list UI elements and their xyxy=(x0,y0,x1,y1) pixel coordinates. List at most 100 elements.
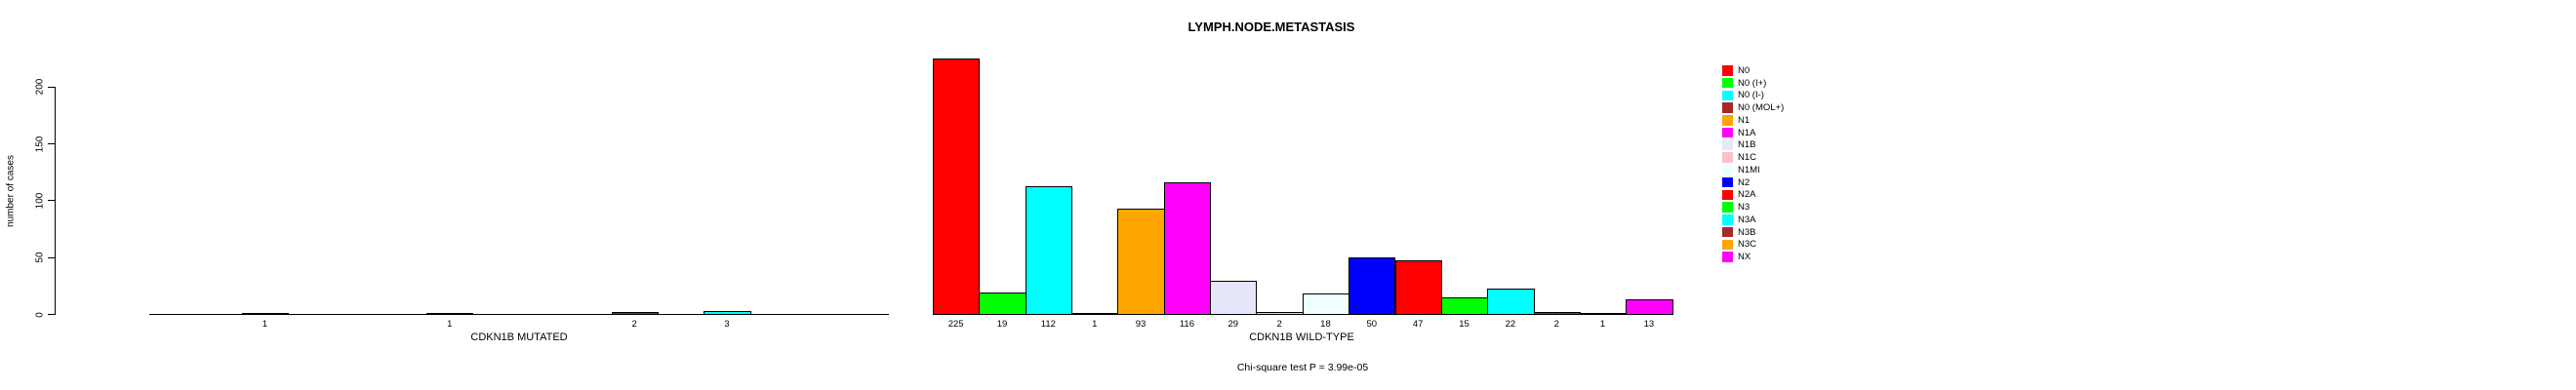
legend: N0 N0 (I+) N0 (I-) N0 (MOL+) N1 N1A N1B N1C N1MI… xyxy=(1722,64,1784,263)
y-tick-label: 200 xyxy=(34,78,46,96)
legend-item: N1A xyxy=(1722,127,1784,139)
bar-value-label: 22 xyxy=(1505,319,1516,330)
bar-value-label: 19 xyxy=(996,319,1008,330)
bar-n1a xyxy=(1163,182,1212,315)
legend-item: N3 xyxy=(1722,201,1784,214)
bar-value-label: 1 xyxy=(262,319,268,330)
bar-n1b xyxy=(1210,281,1258,315)
legend-label: N1 xyxy=(1738,114,1751,126)
bar-value-label: 112 xyxy=(1040,319,1056,330)
bar-n0 xyxy=(933,58,981,315)
bar-value-label: 15 xyxy=(1459,319,1469,330)
y-tick-label: 100 xyxy=(34,192,46,210)
legend-item: N3A xyxy=(1722,214,1784,226)
legend-swatch xyxy=(1722,152,1733,163)
legend-label: N3C xyxy=(1738,239,1757,251)
bar-value-label: 3 xyxy=(724,319,730,330)
legend-swatch xyxy=(1722,115,1733,126)
legend-item: NX xyxy=(1722,251,1784,263)
legend-label: N2A xyxy=(1738,189,1756,201)
legend-swatch xyxy=(1722,127,1733,138)
legend-swatch xyxy=(1722,77,1733,89)
y-tick xyxy=(48,86,55,88)
legend-label: NX xyxy=(1738,252,1751,263)
legend-label: N0 (MOL+) xyxy=(1738,102,1785,114)
legend-swatch xyxy=(1722,65,1733,76)
bar-n2 xyxy=(1348,257,1396,315)
bar-value-label: 13 xyxy=(1643,319,1655,330)
legend-item: N0 (I+) xyxy=(1722,77,1784,90)
y-tick xyxy=(48,256,55,258)
bar-n1c xyxy=(1256,312,1304,315)
bar-value-label: 2 xyxy=(1276,319,1282,330)
legend-item: N2A xyxy=(1722,189,1784,202)
bar-value-label: 18 xyxy=(1320,319,1331,330)
x-axis-baseline xyxy=(149,314,889,315)
legend-label: N3A xyxy=(1738,214,1756,225)
bar-n0i xyxy=(979,292,1026,315)
legend-swatch xyxy=(1722,226,1733,238)
legend-label: N1C xyxy=(1738,152,1757,164)
legend-swatch xyxy=(1722,252,1733,262)
legend-label: N1A xyxy=(1738,127,1756,138)
y-tick xyxy=(48,143,55,145)
chi-square-annotation: Chi-square test P = 3.99e-05 xyxy=(1236,362,1369,373)
legend-swatch xyxy=(1722,165,1733,176)
legend-label: N0 (I+) xyxy=(1738,77,1767,89)
bar-n3 xyxy=(1440,297,1489,315)
legend-label: N1MI xyxy=(1738,164,1760,176)
legend-swatch xyxy=(1722,214,1733,225)
chart-title: LYMPH.NODE.METASTASIS xyxy=(1187,20,1355,34)
bar-n3a xyxy=(704,311,751,315)
bar-n3c xyxy=(1579,313,1628,315)
bar-n0mol xyxy=(1071,313,1119,315)
bar-value-label: 29 xyxy=(1228,319,1239,330)
legend-item: N2 xyxy=(1722,176,1784,189)
legend-label: N3B xyxy=(1738,226,1756,238)
legend-label: N2 xyxy=(1738,176,1751,188)
bar-n1 xyxy=(1117,209,1165,315)
legend-item: N3B xyxy=(1722,226,1784,239)
bar-value-label: 1 xyxy=(1599,319,1606,330)
legend-label: N0 (I-) xyxy=(1738,90,1764,101)
legend-item: N0 (I-) xyxy=(1722,90,1784,102)
group-label-cdkn1b-wild-type: CDKN1B WILD-TYPE xyxy=(1249,332,1354,343)
legend-item: N1MI xyxy=(1722,164,1784,176)
y-tick-label: 50 xyxy=(34,252,46,263)
bar-n1mi xyxy=(1302,293,1350,315)
y-tick-label: 150 xyxy=(34,136,46,152)
bar-n2a xyxy=(611,312,659,315)
y-axis-line xyxy=(55,87,56,315)
bar-value-label: 116 xyxy=(1179,319,1194,330)
bar-value-label: 2 xyxy=(1553,319,1559,330)
legend-label: N1B xyxy=(1738,139,1756,151)
bar-value-label: 47 xyxy=(1412,319,1424,330)
bar-n1b xyxy=(426,313,474,315)
legend-swatch xyxy=(1722,202,1733,213)
bar-value-label: 1 xyxy=(447,319,453,330)
legend-label: N0 xyxy=(1738,64,1751,76)
bar-value-label: 93 xyxy=(1135,319,1147,330)
bar-value-label: 50 xyxy=(1366,319,1378,330)
legend-item: N1C xyxy=(1722,151,1784,164)
y-tick xyxy=(48,314,55,315)
y-tick-label: 0 xyxy=(34,311,46,318)
y-axis-label: number of cases xyxy=(5,155,17,227)
bar-n3a xyxy=(1487,289,1535,315)
legend-swatch xyxy=(1722,102,1733,113)
legend-item: N0 xyxy=(1722,64,1784,77)
bar-n0i xyxy=(241,313,290,315)
legend-swatch xyxy=(1722,176,1733,188)
bar-nx xyxy=(1626,299,1673,315)
bar-value-label: 1 xyxy=(1092,319,1098,330)
legend-swatch xyxy=(1722,189,1733,201)
bar-n3b xyxy=(1533,312,1581,315)
legend-item: N0 (MOL+) xyxy=(1722,101,1784,114)
bar-n0i xyxy=(1025,186,1073,315)
y-tick xyxy=(48,200,55,202)
legend-swatch xyxy=(1722,90,1733,101)
legend-swatch xyxy=(1722,139,1733,151)
bar-value-label: 2 xyxy=(631,319,637,330)
legend-swatch xyxy=(1722,239,1733,251)
legend-item: N1 xyxy=(1722,114,1784,127)
